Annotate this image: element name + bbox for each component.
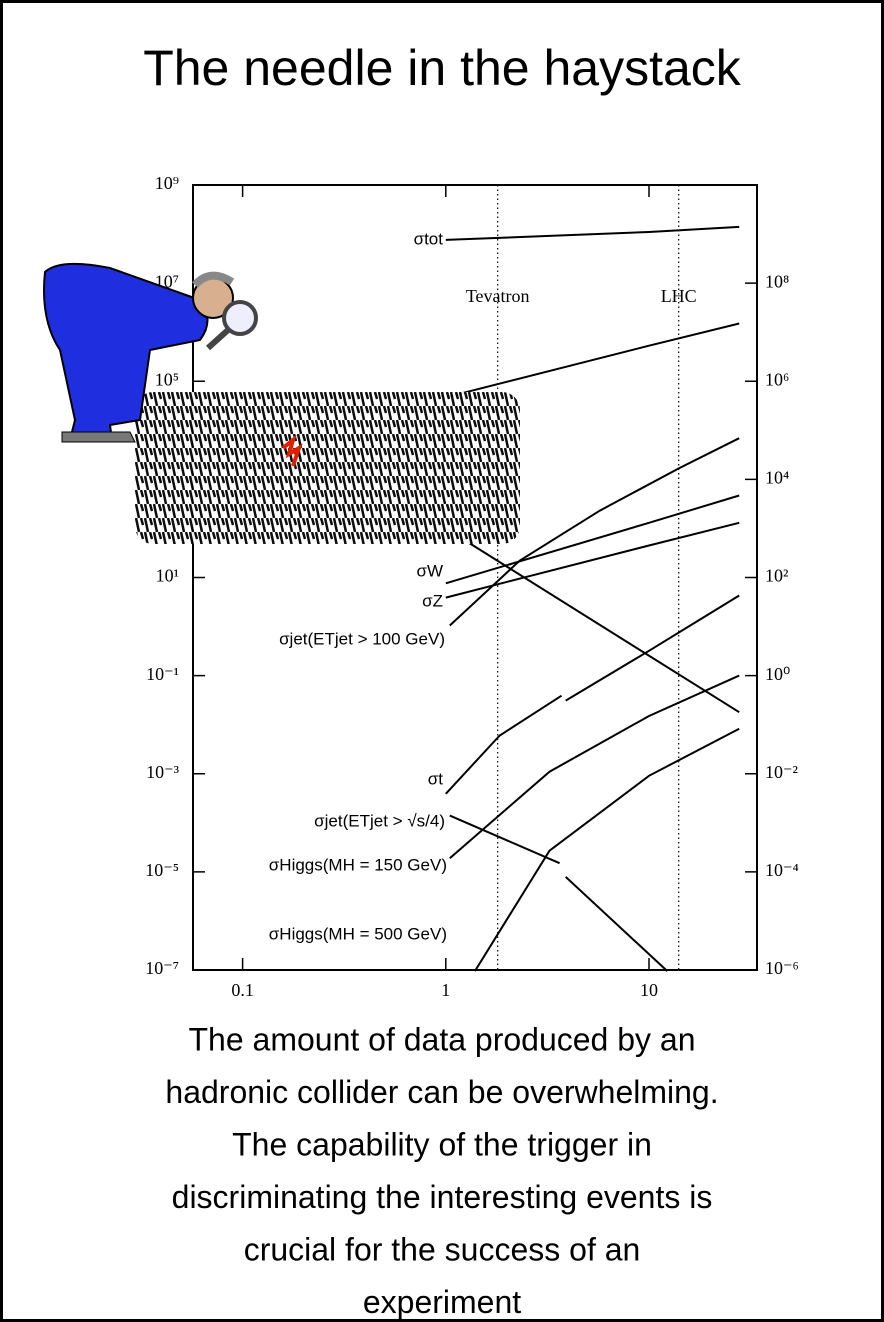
caption-line: discriminating the interesting events is: [172, 1179, 713, 1215]
series-label: σt: [428, 769, 443, 788]
series-label: σjet(ETjet > √s/4): [314, 811, 445, 830]
y2-tick-label: 10⁸: [765, 271, 789, 291]
y-tick-label: 10⁻⁷: [145, 958, 179, 978]
x-tick-label: 1: [441, 980, 450, 1000]
crowd: [135, 392, 520, 544]
x-tick-label: 10: [640, 980, 658, 1000]
magnifier: [224, 302, 256, 334]
y2-tick-label: 10²: [765, 566, 788, 586]
y2-tick-label: 10⁶: [765, 369, 789, 389]
y2-tick-label: 10⁻⁴: [765, 860, 799, 880]
caption-line: The capability of the trigger in: [232, 1126, 652, 1162]
series-label: σtot: [414, 229, 444, 248]
y-tick-label: 10⁹: [155, 173, 179, 193]
man-shoes: [62, 432, 135, 442]
caption-line: The amount of data produced by an: [188, 1021, 695, 1057]
slide: The needle in the haystack 10⁹10⁷10⁵10³1…: [0, 0, 884, 1322]
series-label: σjet(ETjet > 100 GeV): [279, 629, 445, 648]
y-tick-label: 10⁻³: [146, 762, 180, 782]
series-label: σW: [416, 561, 443, 580]
caption-line: experiment: [363, 1284, 521, 1320]
page: The needle in the haystack 10⁹10⁷10⁵10³1…: [0, 0, 884, 1322]
annotation: Tevatron: [466, 286, 530, 306]
y2-tick-label: 10⁰: [765, 664, 790, 684]
series-label: σHiggs(MH = 500 GeV): [269, 924, 447, 943]
y2-tick-label: 10⁻²: [765, 762, 798, 782]
caption-line: crucial for the success of an: [244, 1231, 641, 1267]
y-tick-label: 10¹: [156, 566, 179, 586]
slide-title: The needle in the haystack: [143, 40, 742, 96]
y2-tick-label: 10⁻⁶: [765, 958, 799, 978]
series-label: σZ: [422, 591, 443, 610]
y-tick-label: 10⁻⁵: [145, 860, 179, 880]
annotation: LHC: [661, 286, 697, 306]
y2-tick-label: 10⁴: [765, 468, 789, 488]
series-label: σHiggs(MH = 150 GeV): [269, 855, 447, 874]
y-tick-label: 10⁵: [155, 369, 179, 389]
caption-line: hadronic collider can be overwhelming.: [165, 1074, 718, 1110]
y-tick-label: 10⁻¹: [146, 664, 179, 684]
slide-frame: [2, 2, 883, 1321]
x-tick-label: 0.1: [231, 980, 254, 1000]
